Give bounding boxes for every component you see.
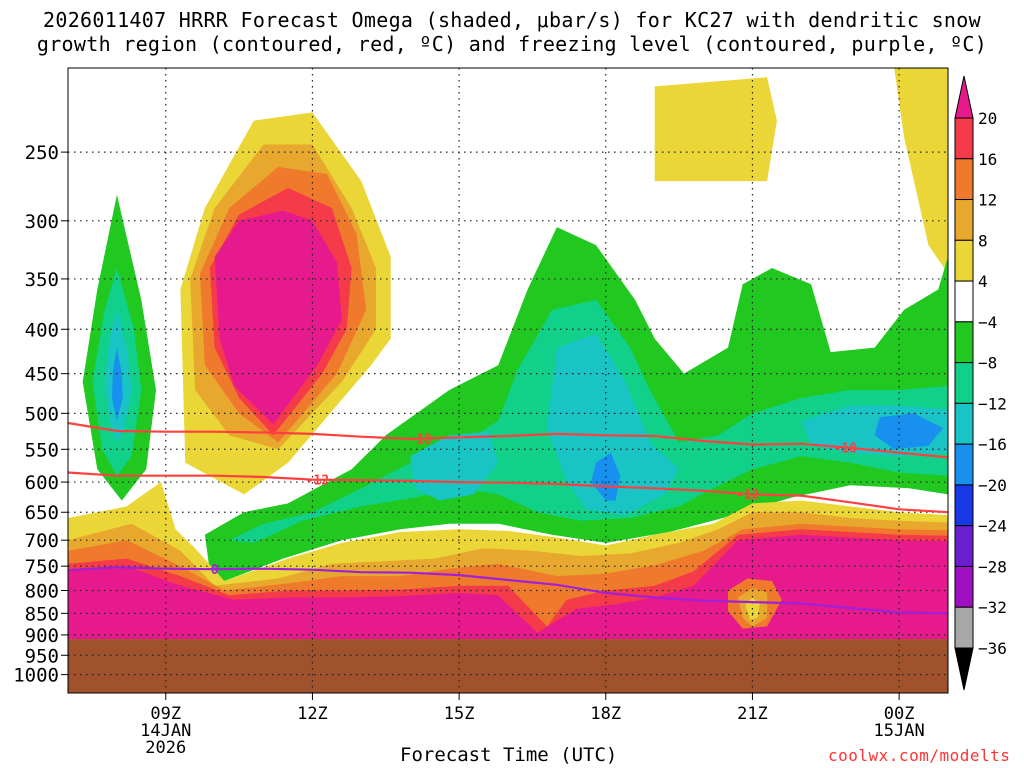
y-tick-label-950: 950 xyxy=(25,645,59,667)
x-tick-date-09Z: 14JAN xyxy=(140,721,191,741)
colorbar-bin-2 xyxy=(954,199,974,241)
y-tick-label-600: 600 xyxy=(25,472,59,494)
colorbar-bin-1 xyxy=(954,158,974,201)
x-tick-label-18Z: 18Z xyxy=(590,704,621,724)
grid-lines xyxy=(68,68,948,693)
x-tick-label-09Z: 09Z xyxy=(150,704,181,724)
contour-dgz_minus12 xyxy=(67,471,949,514)
colorbar-label-7: −12 xyxy=(978,394,1007,413)
y-tick-label-700: 700 xyxy=(25,530,59,552)
contour-dgz_minus18 xyxy=(67,421,949,459)
omega-4-upper-right xyxy=(654,77,777,182)
y-tick-label-800: 800 xyxy=(25,581,59,603)
colorbar-label-12: −32 xyxy=(978,598,1007,617)
y-axis: 2503003504004505005506006507007508008509… xyxy=(13,142,68,687)
colorbar-label-1: 16 xyxy=(978,150,997,169)
contour-freezing_level_0 xyxy=(67,566,949,615)
plot-frame xyxy=(67,67,949,694)
y-tick-label-550: 550 xyxy=(25,439,59,461)
x-tick-label-00Z: 00Z xyxy=(884,704,915,724)
contour-label-dgz_minus12-1: -12 xyxy=(736,488,759,503)
x-tick-year-09Z: 2026 xyxy=(145,738,186,758)
x-tick-label-15Z: 15Z xyxy=(444,704,475,724)
ground-below-surface xyxy=(68,639,948,693)
colorbar-label-11: −28 xyxy=(978,557,1007,576)
colorbar-bin-10 xyxy=(954,525,974,567)
omega-neg20-left-spike xyxy=(112,347,123,421)
x-tick-date-00Z: 15JAN xyxy=(874,721,925,741)
title-line-1: 2026011407 HRRR Forecast Omega (shaded, … xyxy=(43,8,981,32)
colorbar-bin-5 xyxy=(954,321,974,364)
y-tick-label-850: 850 xyxy=(25,603,59,625)
colorbar-bin-0 xyxy=(954,117,974,160)
colorbar-label-2: 12 xyxy=(978,191,997,210)
y-tick-label-250: 250 xyxy=(25,142,59,164)
contour-label-dgz_minus12-0: -12 xyxy=(306,474,329,489)
y-tick-label-350: 350 xyxy=(25,269,59,291)
colorbar-label-10: −24 xyxy=(978,517,1007,536)
colorbar-bottom-arrow xyxy=(954,647,974,691)
chart-title: 2026011407 HRRR Forecast Omega (shaded, … xyxy=(0,8,1024,56)
contour-label-freezing_level_0-0: 0 xyxy=(211,563,219,578)
colorbar-bin-3 xyxy=(954,239,974,282)
colorbar-label-9: −20 xyxy=(978,476,1007,495)
source-credit: coolwx.com/modelts xyxy=(828,746,1011,765)
colorbar-label-13: −36 xyxy=(978,639,1007,658)
x-axis-label: Forecast Time (UTC) xyxy=(400,744,618,766)
colorbar-bin-9 xyxy=(954,484,974,527)
omega-4-top-right-corner xyxy=(894,68,948,274)
y-tick-label-450: 450 xyxy=(25,364,59,386)
colorbar-bin-7 xyxy=(954,402,974,445)
shaded-omega-regions xyxy=(68,68,948,640)
colorbar-bin-12 xyxy=(954,606,974,649)
y-tick-label-750: 750 xyxy=(25,556,59,578)
colorbar-label-3: 8 xyxy=(978,231,988,250)
colorbar-top-arrow xyxy=(954,75,974,119)
colorbar-label-5: −4 xyxy=(978,313,997,332)
y-tick-label-650: 650 xyxy=(25,502,59,524)
colorbar-bin-6 xyxy=(954,362,974,404)
y-tick-label-400: 400 xyxy=(25,319,59,341)
omega-neg20-right xyxy=(874,413,944,450)
colorbar-label-6: −8 xyxy=(978,354,997,373)
y-tick-label-900: 900 xyxy=(25,625,59,647)
colorbar-label-0: 20 xyxy=(978,109,997,128)
colorbar-bin-8 xyxy=(954,443,974,486)
contour-lines: -18 -18 -12 -12 0 xyxy=(67,421,949,615)
colorbar-label-8: −16 xyxy=(978,435,1007,454)
colorbar-bin-4 xyxy=(954,280,974,323)
y-tick-label-1000: 1000 xyxy=(13,665,59,687)
colorbar-label-4: 4 xyxy=(978,272,988,291)
x-tick-label-21Z: 21Z xyxy=(737,704,768,724)
omega-neg16-center xyxy=(547,333,680,516)
y-tick-label-500: 500 xyxy=(25,403,59,425)
x-tick-label-12Z: 12Z xyxy=(297,704,328,724)
contour-label-dgz_minus18-1: -18 xyxy=(834,441,858,456)
colorbar: 20 16 12 8 4 −4 −8 −12 −16 −20 −24 −28 −32 −36 xyxy=(954,75,1007,691)
title-line-2: growth region (contoured, red, ºC) and f… xyxy=(36,32,988,56)
contour-label-dgz_minus18-0: -18 xyxy=(408,433,432,448)
colorbar-bin-11 xyxy=(954,565,974,608)
y-tick-label-300: 300 xyxy=(25,211,59,233)
omega-20-upper-left xyxy=(214,210,342,425)
